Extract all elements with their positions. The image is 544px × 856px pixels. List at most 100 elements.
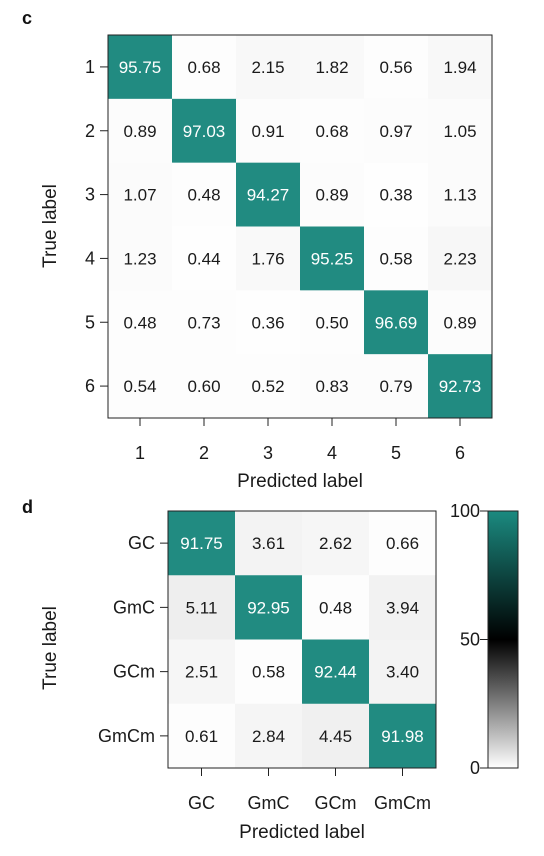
heatmap-cell (108, 290, 173, 355)
heatmap-cell (235, 703, 303, 769)
heatmap-cell (108, 354, 173, 419)
heatmap-cell-value: 1.07 (123, 186, 156, 205)
heatmap-cell (428, 98, 493, 163)
heatmap-cell (369, 575, 437, 640)
heatmap-cell-value: 0.73 (187, 313, 220, 332)
heatmap-cell-value: 97.03 (183, 122, 226, 141)
heatmap-cell-value: 3.94 (386, 598, 419, 617)
heatmap-cell-value: 4.45 (319, 727, 352, 746)
heatmap-cell-value: 0.44 (187, 249, 220, 268)
heatmap-d-xlabel: Predicted label (239, 822, 365, 843)
heatmap-cell (236, 354, 301, 419)
heatmap-cell-value: 0.36 (251, 313, 284, 332)
heatmap-cell (172, 98, 237, 163)
heatmap-cell (300, 226, 365, 291)
heatmap-cell (364, 35, 429, 100)
heatmap-cell (300, 98, 365, 163)
heatmap-cell (369, 703, 437, 769)
heatmap-cell-value: 92.73 (439, 377, 482, 396)
heatmap-cell-value: 3.40 (386, 663, 419, 682)
heatmap-cell-value: 2.84 (252, 727, 285, 746)
heatmap-cell (300, 35, 365, 100)
heatmap-cell (235, 639, 303, 705)
colorbar: 0 50 100 (450, 501, 519, 778)
heatmap-cell-value: 0.56 (379, 58, 412, 77)
heatmap-cell (302, 639, 370, 705)
panel-d: d 91.75 3.61 2.62 0.66 5.11 92.95 0.48 3.94 2.51… (22, 497, 437, 843)
panel-c: c 95.75 0.68 2.15 1.82 0.56 1.94 0.89 97.03 0.91… (22, 8, 493, 492)
heatmap-cell-value: 96.69 (375, 313, 418, 332)
heatmap-cell-value: 0.97 (379, 122, 412, 141)
x-tick-label: 3 (263, 443, 273, 463)
panel-d-label: d (22, 497, 33, 517)
heatmap-cell (108, 35, 173, 100)
y-tick-label: GmCm (98, 726, 155, 746)
heatmap-cell (302, 703, 370, 769)
heatmap-cell (428, 354, 493, 419)
heatmap-cell-value: 0.68 (315, 122, 348, 141)
heatmap-cell-value: 1.82 (315, 58, 348, 77)
heatmap-d-ylabel: True label (40, 606, 61, 690)
heatmap-cell-value: 1.76 (251, 249, 284, 268)
heatmap-cell (168, 575, 236, 640)
colorbar-ticks: 0 50 100 (450, 501, 488, 778)
heatmap-cell (300, 162, 365, 227)
heatmap-cell (236, 226, 301, 291)
heatmap-cell-value: 0.48 (187, 186, 220, 205)
heatmap-cell-value: 1.13 (443, 186, 476, 205)
heatmap-cell (364, 226, 429, 291)
heatmap-cell (108, 98, 173, 163)
heatmap-cell (428, 35, 493, 100)
heatmap-cell (168, 639, 236, 705)
heatmap-cell-value: 0.66 (386, 534, 419, 553)
x-tick-label: 1 (135, 443, 145, 463)
heatmap-cell-value: 0.58 (379, 249, 412, 268)
y-tick-label: GmC (113, 597, 155, 617)
heatmap-cell-value: 0.50 (315, 313, 348, 332)
y-tick-label: GC (128, 533, 155, 553)
heatmap-cell-value: 94.27 (247, 186, 290, 205)
heatmap-cell (172, 226, 237, 291)
heatmap-cell-value: 3.61 (252, 534, 285, 553)
heatmap-cell-value: 92.44 (314, 663, 357, 682)
panel-c-label: c (22, 8, 32, 28)
heatmap-cell-value: 2.23 (443, 249, 476, 268)
heatmap-cell (108, 226, 173, 291)
heatmap-cell-value: 1.05 (443, 122, 476, 141)
heatmap-cell (172, 290, 237, 355)
heatmap-cell (172, 35, 237, 100)
heatmap-cell (364, 290, 429, 355)
heatmap-cell-value: 0.61 (185, 727, 218, 746)
heatmap-cell-value: 2.51 (185, 663, 218, 682)
heatmap-cell-value: 91.98 (381, 727, 424, 746)
heatmap-cell (168, 511, 236, 576)
x-tick-label: 4 (327, 443, 337, 463)
heatmap-cell-value: 0.48 (319, 598, 352, 617)
heatmap-cell (428, 226, 493, 291)
heatmap-cell-value: 0.48 (123, 313, 156, 332)
x-tick-label: 2 (199, 443, 209, 463)
heatmap-c-x-ticks: 1 2 3 4 5 6 (135, 418, 465, 463)
heatmap-cell-value: 92.95 (247, 598, 290, 617)
heatmap-cell (168, 703, 236, 769)
heatmap-c-frame (107, 34, 493, 419)
heatmap-cell (236, 98, 301, 163)
heatmap-cell-value: 0.60 (187, 377, 220, 396)
heatmap-cell (302, 511, 370, 576)
heatmap-cell-value: 0.58 (252, 663, 285, 682)
heatmap-c-cells: 95.75 0.68 2.15 1.82 0.56 1.94 0.89 97.03 0.91 0.… (108, 35, 493, 419)
colorbar-tick-label: 50 (460, 630, 480, 650)
heatmap-cell (364, 98, 429, 163)
heatmap-cell-value: 0.89 (315, 186, 348, 205)
y-tick-label: 6 (85, 376, 95, 396)
heatmap-cell-value: 0.54 (123, 377, 156, 396)
heatmap-cell (428, 290, 493, 355)
y-tick-label: 5 (85, 312, 95, 332)
heatmap-cell (369, 639, 437, 705)
heatmap-cell-value: 0.79 (379, 377, 412, 396)
heatmap-cell (369, 511, 437, 576)
x-tick-label: GmCm (374, 793, 431, 813)
heatmap-cell (302, 575, 370, 640)
heatmap-cell-value: 0.91 (251, 122, 284, 141)
